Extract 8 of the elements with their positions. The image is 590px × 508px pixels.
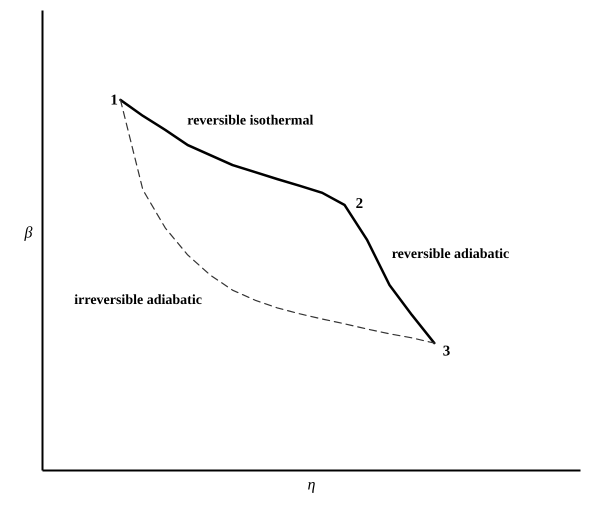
annotation: reversible isothermal [187, 113, 314, 128]
annotation: 1 [110, 92, 118, 109]
annotation: 3 [442, 343, 450, 360]
annotation: irreversible adiabatic [74, 292, 202, 308]
x-axis-title: η [308, 476, 316, 494]
y-axis-title: β [24, 224, 33, 242]
annotation: 2 [356, 196, 364, 212]
annotation: reversible adiabatic [392, 246, 510, 262]
